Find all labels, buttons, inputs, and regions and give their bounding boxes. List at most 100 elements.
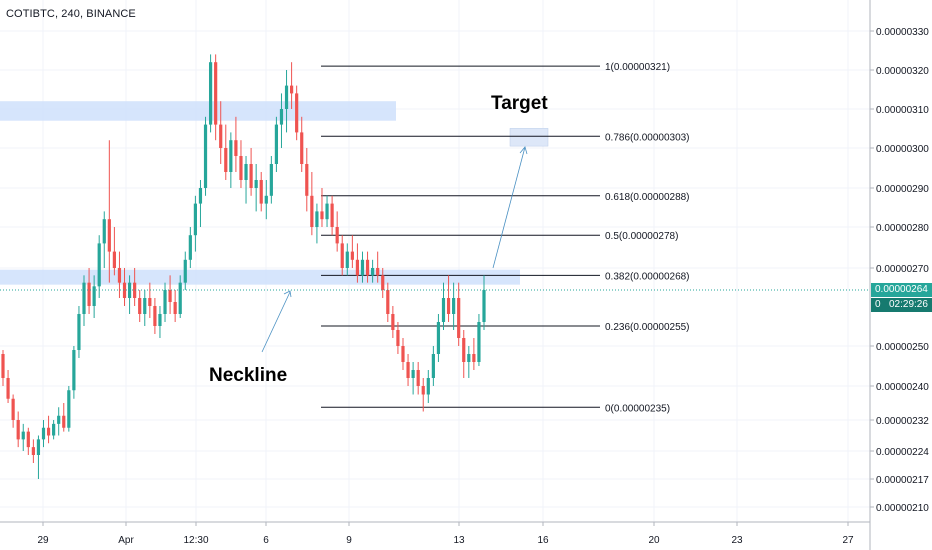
candle-body xyxy=(122,282,127,298)
candle-body xyxy=(208,62,213,125)
candle-body xyxy=(310,195,314,227)
candle-body xyxy=(355,259,360,276)
candle-body xyxy=(436,322,441,354)
candle-body xyxy=(269,164,273,196)
candle-body xyxy=(178,282,182,314)
upper-zone xyxy=(0,101,396,121)
candle-body xyxy=(117,268,122,283)
candle-body xyxy=(219,124,223,148)
fib-label-0.382: 0.382(0.00000268) xyxy=(605,271,690,282)
last-price-tag: 0.00000264 xyxy=(871,283,932,297)
candle-body xyxy=(21,431,25,440)
target-label: Target xyxy=(491,93,548,114)
candle-body xyxy=(452,298,456,314)
target-zone xyxy=(509,128,549,147)
candle-body xyxy=(77,314,81,350)
candle-body xyxy=(477,322,481,362)
candle-body xyxy=(482,290,486,322)
fib-label-0.5: 0.5(0.00000278) xyxy=(605,231,678,242)
candle-body xyxy=(335,227,339,244)
candle-body xyxy=(290,85,294,94)
price-axis-label: 0.00000224 xyxy=(876,447,929,458)
candle-body xyxy=(467,354,471,362)
candle-body xyxy=(46,427,51,436)
candle-body xyxy=(254,180,258,188)
candle-body xyxy=(31,447,35,455)
candle-body xyxy=(315,211,319,227)
candle-body xyxy=(350,251,354,260)
candle-body xyxy=(391,314,395,330)
candle-body xyxy=(305,164,309,196)
candle-body xyxy=(431,354,435,378)
price-axis-label: 0.00000210 xyxy=(876,503,929,514)
candle-body xyxy=(472,354,476,362)
fib-label-0.786: 0.786(0.00000303) xyxy=(605,132,690,143)
candle-body xyxy=(148,298,152,306)
candle-body xyxy=(62,415,66,428)
candle-body xyxy=(36,439,41,455)
candle-body xyxy=(107,219,111,252)
candle-body xyxy=(371,268,375,276)
price-axis-label: 0.00000240 xyxy=(876,382,929,393)
target-arrow xyxy=(492,146,526,269)
candle-body xyxy=(381,275,385,290)
candle-body xyxy=(401,346,405,362)
time-axis-label: 9 xyxy=(346,535,352,546)
candle-body xyxy=(26,431,30,448)
candle-body xyxy=(143,298,147,314)
candle-body xyxy=(345,251,349,268)
candle-body xyxy=(133,282,137,298)
candle-body xyxy=(300,132,304,164)
price-axis-label: 0.00000217 xyxy=(876,475,929,486)
candle-body xyxy=(168,290,172,302)
candle-body xyxy=(6,378,10,399)
neckline-zone xyxy=(0,269,520,285)
candle-body xyxy=(173,302,177,314)
candle-body xyxy=(57,415,61,424)
candle-body xyxy=(330,203,334,227)
candle-body xyxy=(224,148,228,172)
time-axis-label: 20 xyxy=(648,535,660,546)
candle-body xyxy=(416,370,420,386)
candle-body xyxy=(72,350,76,391)
price-axis-label: 0.00000320 xyxy=(876,66,929,77)
candle-body xyxy=(52,423,56,436)
candle-body xyxy=(421,386,425,395)
candle-body xyxy=(112,251,116,268)
candle-body xyxy=(249,164,253,188)
candle-body xyxy=(163,290,167,314)
chart-title: COTIBTC, 240, BINANCE xyxy=(6,8,136,20)
candle-body xyxy=(203,124,208,188)
candle-body xyxy=(325,203,329,220)
neckline-arrow-head xyxy=(283,290,292,298)
countdown-tag: 02:29:26 xyxy=(871,298,932,312)
price-axis-label: 0.00000300 xyxy=(876,144,929,155)
candle-body xyxy=(1,354,5,378)
hidden-price-label: 0 xyxy=(875,299,881,310)
time-axis-label: 23 xyxy=(731,535,743,546)
time-axis-label: 29 xyxy=(37,535,49,546)
candle-body xyxy=(406,362,410,378)
price-axis-label: 0.00000310 xyxy=(876,105,929,116)
candle-body xyxy=(239,156,243,180)
neckline-arrow xyxy=(261,291,291,353)
candle-body xyxy=(441,298,446,322)
time-axis-label: 27 xyxy=(842,535,854,546)
candle-body xyxy=(340,243,344,268)
neckline-label: Neckline xyxy=(209,365,287,386)
fib-label-0.236: 0.236(0.00000255) xyxy=(605,322,690,333)
time-axis-label: 12:30 xyxy=(183,535,208,546)
candle-body xyxy=(11,398,15,420)
candle-body xyxy=(16,420,20,440)
candle-body xyxy=(198,188,203,204)
candle-body xyxy=(365,259,370,276)
candle-body xyxy=(376,268,380,276)
time-axis-label: 13 xyxy=(453,535,465,546)
price-axis-label: 0.00000250 xyxy=(876,342,929,353)
candle-body xyxy=(457,298,461,338)
target-arrow-head xyxy=(519,146,528,155)
candle-body xyxy=(138,298,142,314)
fib-label-1: 1(0.00000321) xyxy=(605,62,670,73)
candle-body xyxy=(102,219,106,244)
